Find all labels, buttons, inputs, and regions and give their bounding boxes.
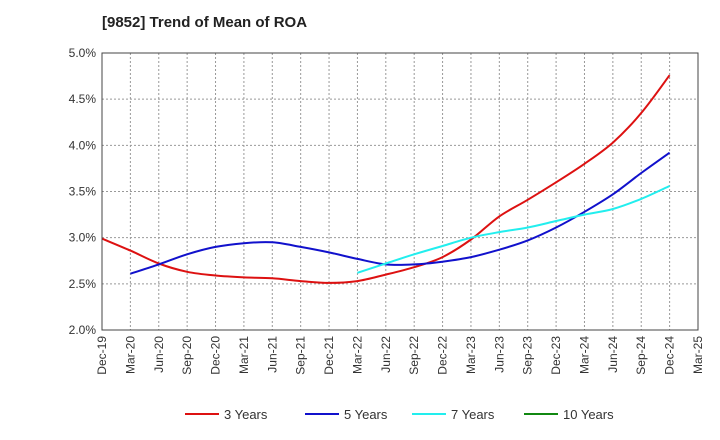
y-tick-label: 5.0% <box>69 46 97 60</box>
x-tick-label: Jun-24 <box>606 336 620 373</box>
x-tick-label: Mar-20 <box>123 336 137 374</box>
x-tick-label: Jun-23 <box>492 336 506 373</box>
x-tick-label: Jun-21 <box>265 336 279 373</box>
y-tick-label: 3.5% <box>69 185 97 199</box>
series-line-3-years <box>101 74 671 284</box>
y-tick-label: 3.0% <box>69 231 97 245</box>
legend-label: 3 Years <box>224 407 268 422</box>
x-tick-label: Mar-21 <box>237 336 251 374</box>
x-tick-label: Dec-21 <box>322 336 336 375</box>
x-tick-label: Sep-20 <box>180 336 194 375</box>
x-tick-label: Mar-25 <box>691 336 705 374</box>
x-tick-label: Jun-22 <box>379 336 393 373</box>
series-line-7-years <box>357 185 671 274</box>
legend-label: 10 Years <box>563 407 614 422</box>
x-tick-label: Sep-22 <box>407 336 421 375</box>
x-tick-label: Dec-22 <box>436 336 450 375</box>
legend-label: 7 Years <box>451 407 495 422</box>
x-tick-label: Mar-24 <box>577 336 591 374</box>
legend: 3 Years 5 Years 7 Years 10 Years <box>185 407 614 422</box>
grid <box>102 53 698 330</box>
x-tick-label: Jun-20 <box>152 336 166 373</box>
x-tick-label: Dec-24 <box>663 336 677 375</box>
x-tick-label: Dec-20 <box>209 336 223 375</box>
legend-label: 5 Years <box>344 407 388 422</box>
plot-area <box>101 52 699 331</box>
y-tick-label: 4.5% <box>69 92 97 106</box>
x-tick-label: Sep-24 <box>634 336 648 375</box>
x-tick-label: Mar-23 <box>464 336 478 374</box>
y-tick-label: 2.0% <box>69 323 97 337</box>
x-tick-label: Dec-19 <box>95 336 109 375</box>
y-tick-label: 4.0% <box>69 138 97 152</box>
x-axis: Dec-19 Mar-20 Jun-20 Sep-20 Dec-20 Mar-21 Jun-… <box>95 336 705 375</box>
y-axis: 2.0% 2.5% 3.0% 3.5% 4.0% 4.5% 5.0% <box>69 46 97 337</box>
x-tick-label: Sep-23 <box>521 336 535 375</box>
x-tick-label: Mar-22 <box>350 336 364 374</box>
x-tick-label: Dec-23 <box>549 336 563 375</box>
chart-title: [9852] Trend of Mean of ROA <box>102 14 308 31</box>
series-lines <box>101 74 671 284</box>
x-tick-label: Sep-21 <box>294 336 308 375</box>
series-line-5-years <box>130 151 671 275</box>
y-tick-label: 2.5% <box>69 277 97 291</box>
